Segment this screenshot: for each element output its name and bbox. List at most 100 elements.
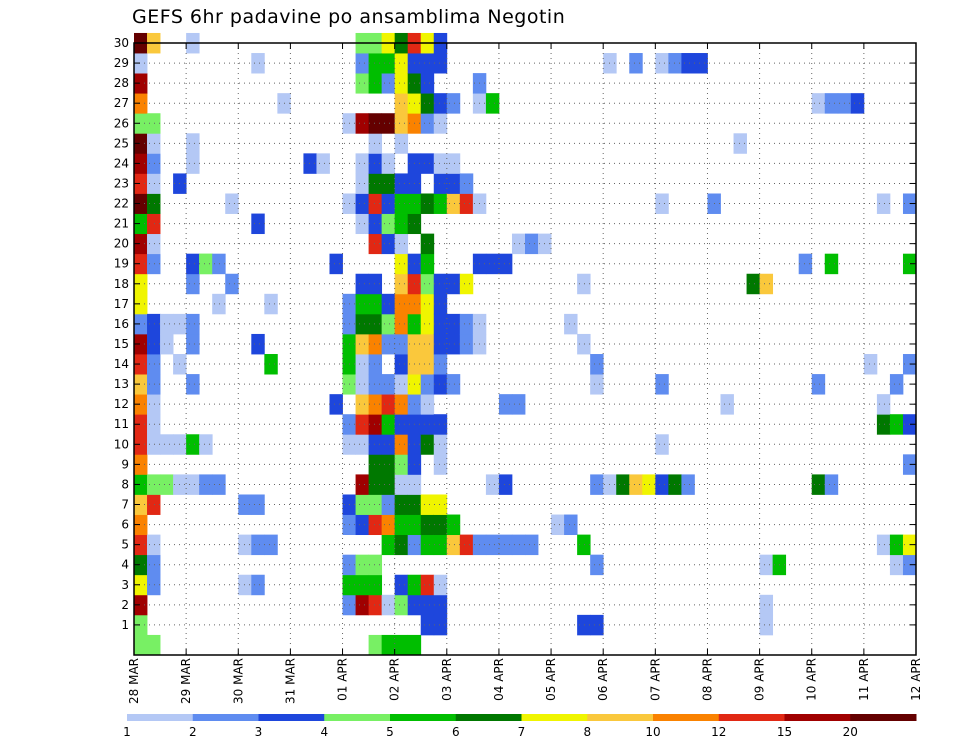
heatmap-cell xyxy=(368,434,383,455)
colorbar-swatch xyxy=(784,714,851,721)
heatmap-cell xyxy=(889,414,904,435)
heatmap-cell xyxy=(876,394,891,415)
colorbar-label: 3 xyxy=(255,725,263,739)
heatmap-cell xyxy=(186,434,200,455)
heatmap-cell xyxy=(681,474,695,495)
heatmap-cell xyxy=(394,93,409,114)
heatmap-cell xyxy=(134,133,148,154)
heatmap-cell xyxy=(199,253,213,275)
y-tick-label: 8 xyxy=(121,477,129,491)
heatmap-cell xyxy=(394,73,409,94)
heatmap-cell xyxy=(355,474,369,495)
heatmap-cell xyxy=(251,534,265,556)
heatmap-cell xyxy=(485,534,500,556)
heatmap-cell xyxy=(368,293,383,315)
heatmap-cell xyxy=(394,213,409,235)
heatmap-cell xyxy=(446,333,461,355)
x-tick-label: 01 APR xyxy=(336,658,350,701)
heatmap-cell xyxy=(329,394,343,415)
heatmap-cell xyxy=(498,534,513,556)
colorbar-swatch xyxy=(587,714,654,721)
colorbar-label: 12 xyxy=(711,725,726,739)
x-tick-label: 07 APR xyxy=(648,658,662,701)
colorbar-swatch xyxy=(127,714,194,721)
heatmap-cell xyxy=(381,333,396,355)
heatmap-cell xyxy=(629,474,643,495)
heatmap-cell xyxy=(433,414,448,435)
heatmap-cell xyxy=(381,113,396,134)
x-tick-label: 28 MAR xyxy=(127,658,141,704)
heatmap-cell xyxy=(420,273,435,295)
y-tick-label: 25 xyxy=(114,136,129,150)
heatmap-cell xyxy=(368,634,383,656)
heatmap-cell xyxy=(433,53,448,74)
heatmap-cell xyxy=(668,53,682,74)
heatmap-cell xyxy=(368,193,383,214)
heatmap-cell xyxy=(655,193,669,214)
heatmap-cell xyxy=(420,434,435,455)
heatmap-cell xyxy=(381,414,396,435)
heatmap-cell xyxy=(629,53,643,74)
colorbar-swatch xyxy=(850,714,917,721)
y-tick-label: 18 xyxy=(114,277,129,291)
heatmap-cell xyxy=(329,253,343,275)
heatmap-cell xyxy=(134,193,148,214)
heatmap-cell xyxy=(668,474,682,495)
heatmap-cell xyxy=(355,354,369,375)
heatmap-cell xyxy=(889,534,904,556)
heatmap-cell xyxy=(420,414,435,435)
heatmap-cell xyxy=(420,534,435,556)
heatmap-cell xyxy=(355,374,369,395)
colorbar-swatch xyxy=(258,714,325,721)
heatmap-cell xyxy=(433,514,448,536)
heatmap-cell xyxy=(316,153,330,174)
heatmap-cell xyxy=(394,113,409,134)
heatmap-cell xyxy=(355,293,369,315)
heatmap-cell xyxy=(394,534,409,556)
heatmap-cell xyxy=(394,394,409,415)
heatmap-cell xyxy=(134,313,148,335)
heatmap-cell xyxy=(381,173,396,194)
y-tick-label: 13 xyxy=(114,377,129,391)
heatmap-cell xyxy=(446,173,461,194)
heatmap-cell xyxy=(134,394,148,415)
heatmap-cell xyxy=(433,374,448,395)
heatmap-cell xyxy=(394,514,409,536)
colorbar-label: 15 xyxy=(777,725,792,739)
heatmap-cell xyxy=(655,434,669,455)
heatmap-cell xyxy=(590,354,604,375)
heatmap-cell xyxy=(381,534,396,556)
heatmap-cell xyxy=(394,253,409,275)
heatmap-cell xyxy=(368,113,383,134)
heatmap-cell xyxy=(355,193,369,214)
heatmap-cell xyxy=(420,193,435,214)
heatmap-cell xyxy=(303,153,317,174)
heatmap-cell xyxy=(355,574,369,596)
heatmap-cell xyxy=(459,193,474,214)
heatmap-cell xyxy=(433,333,448,355)
heatmap-cell xyxy=(134,53,148,74)
heatmap-cell xyxy=(368,494,383,515)
heatmap-cell xyxy=(433,354,448,375)
colorbar-label: 1 xyxy=(123,725,131,739)
heatmap-cell xyxy=(394,233,409,255)
y-tick-label: 1 xyxy=(121,618,129,632)
heatmap-cell xyxy=(811,374,826,395)
heatmap-cell xyxy=(876,414,891,435)
x-axis-tick-labels: 28 MAR 29 MAR 30 MAR 31 MAR 01 APR 02 APR 03 A… xyxy=(127,658,923,704)
heatmap-cell xyxy=(381,514,396,536)
heatmap-cell xyxy=(251,213,265,235)
heatmap-cell xyxy=(147,474,161,495)
heatmap-cell xyxy=(381,213,396,235)
heatmap-cell xyxy=(368,273,383,295)
colorbar-label: 5 xyxy=(386,725,394,739)
heatmap-cell xyxy=(433,594,448,616)
heatmap-cell xyxy=(511,394,526,415)
heatmap-cell xyxy=(147,213,161,235)
heatmap-cell xyxy=(811,474,826,495)
heatmap-cell xyxy=(420,514,435,536)
heatmap-cell xyxy=(746,273,760,295)
heatmap-cell xyxy=(368,394,383,415)
heatmap-cell xyxy=(420,113,435,134)
